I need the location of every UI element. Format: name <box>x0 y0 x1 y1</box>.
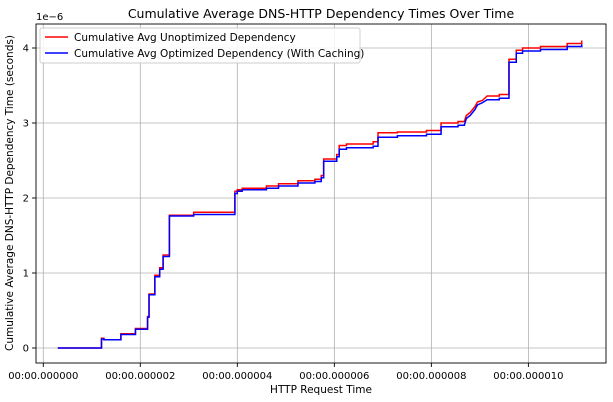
series-line-optimized <box>57 44 583 349</box>
legend: Cumulative Avg Unoptimized Dependency Cu… <box>39 27 364 64</box>
x-ticks: 00:00.000000 00:00.000002 00:00.000004 00:0… <box>8 363 563 382</box>
legend-label-unoptimized: Cumulative Avg Unoptimized Dependency <box>74 32 296 44</box>
y-offset-text: 1e−6 <box>36 12 63 23</box>
y-ticks: 0 1 2 3 4 <box>23 44 36 355</box>
x-axis-label: HTTP Request Time <box>270 384 372 396</box>
y-tick-label: 1 <box>23 269 29 280</box>
legend-label-optimized: Cumulative Avg Optimized Dependency (Wit… <box>74 48 364 60</box>
plot-frame <box>35 23 607 364</box>
y-tick-label: 2 <box>23 194 29 205</box>
x-tick-label: 00:00.000006 <box>299 371 369 382</box>
x-tick-label: 00:00.000002 <box>105 371 175 382</box>
y-tick-label: 4 <box>23 44 29 55</box>
x-tick-label: 00:00.000010 <box>493 371 563 382</box>
y-axis-label: Cumulative Average DNS-HTTP Dependency T… <box>4 35 16 351</box>
legend-box <box>39 27 361 64</box>
series-lines <box>57 40 583 349</box>
x-tick-label: 00:00.000004 <box>202 371 272 382</box>
x-tick-label: 00:00.000008 <box>396 371 466 382</box>
y-tick-label: 3 <box>23 119 29 130</box>
y-tick-label: 0 <box>23 344 29 355</box>
chart-title: Cumulative Average DNS-HTTP Dependency T… <box>128 6 515 21</box>
x-tick-label: 00:00.000000 <box>8 371 78 382</box>
